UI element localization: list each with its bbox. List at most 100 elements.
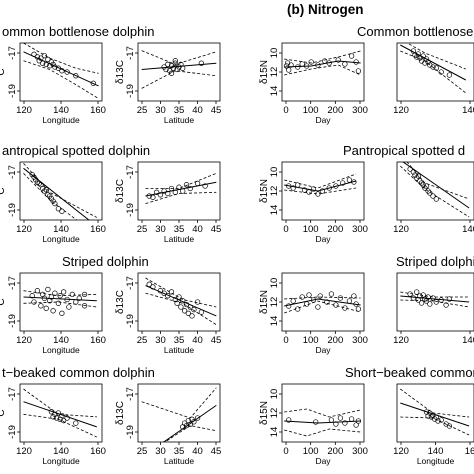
c-r0-b-xtick-label-3: 40	[192, 105, 203, 116]
c-r2-a-point-22	[81, 303, 88, 309]
c-r1-c-point-1	[290, 185, 296, 191]
c-r1-a-ytick-label-1: -19	[7, 203, 18, 217]
c-r3-a-point-8	[64, 415, 70, 421]
c-r2-b-point-15	[189, 313, 195, 319]
c-r0-c-point-15	[355, 68, 362, 74]
c-r0-c-ytick-label-0: 10	[269, 48, 280, 59]
c-r0-c-point-6	[304, 63, 310, 69]
c-r2-a-point-13	[57, 293, 63, 299]
c-r0-c-ci-lower	[284, 64, 361, 76]
c-r1-c-point-0	[286, 183, 292, 189]
c-r1-c-point-5	[310, 186, 317, 192]
c-r1-b-point-1	[150, 194, 156, 200]
c-r0-b-point-13	[198, 60, 205, 66]
c-r1-b-point-13	[202, 183, 208, 189]
c-r2-c: 0 100 200 300 Day 10 12 14 δ15N	[259, 272, 368, 355]
c-r0-d-point-11	[430, 64, 436, 70]
c-r1-c-point-10	[340, 180, 346, 186]
c-r0-d: 120 140	[393, 42, 474, 116]
c-r3-c-xtick-label-3: 300	[352, 446, 368, 457]
c-r0-b-xtick-label-2: 35	[174, 105, 185, 116]
c-r1-d-ci-lower	[400, 165, 470, 218]
row-title-left-3: t−beaked common dolphin	[2, 365, 155, 380]
c-r2-c-point-10	[328, 291, 335, 297]
c-r0-b-ylabel: δ13C	[115, 60, 126, 84]
c-r3-d-xlabel: Longitude	[417, 456, 455, 466]
c-r2-a-point-10	[50, 308, 56, 314]
c-r0-a-ci-lower	[23, 60, 99, 99]
c-r3-d-point-10	[446, 423, 453, 429]
c-r0-a-xtick-label-0: 120	[16, 105, 32, 116]
c-r3-b-ytick-label-0: -17	[125, 387, 136, 401]
c-r2-d-point-9	[425, 294, 431, 300]
c-r2-b-point-4	[165, 293, 171, 299]
c-r2-c-ylabel: δ15N	[259, 290, 270, 314]
c-r3-d-ci-lower	[400, 416, 470, 436]
c-r2-c-point-0	[286, 303, 292, 309]
row-title-left-1: antropical spotted dolphin	[2, 143, 150, 158]
c-r1-b-point-3	[157, 192, 164, 198]
c-r3-d-point-7	[435, 418, 441, 424]
c-r2-d-xtick-label-1: 140	[462, 335, 474, 346]
c-r2-a-point-11	[52, 290, 58, 296]
c-r1-c-ytick-label-1: 12	[269, 186, 280, 197]
c-r2-b-xtick-label-0: 25	[137, 335, 148, 346]
c-r0-c-point-7	[308, 59, 314, 65]
c-r2-d-point-11	[430, 295, 436, 301]
c-r3-c-ytick-label-2: 14	[269, 427, 280, 438]
c-r3-a-point-0	[48, 409, 55, 415]
c-r1-c-point-4	[306, 189, 312, 195]
charts-layer: 120140160Longitude-17-19C2530354045Latit…	[0, 42, 474, 466]
c-r2-b-point-18	[198, 309, 205, 315]
c-r1-c-point-2	[295, 182, 301, 188]
c-r0-d-point-8	[423, 56, 430, 62]
c-r3-c-ci-upper	[284, 408, 361, 418]
c-r0-c-xtick-label-3: 300	[352, 105, 368, 116]
c-r3-c-point-7	[353, 422, 359, 428]
c-r2-d-ci-lower	[400, 299, 470, 308]
c-r3-b-point-4	[187, 421, 193, 427]
c-r2-d-ci-upper	[400, 291, 470, 298]
c-r1-b-ci-upper	[145, 172, 217, 189]
c-r2-b-point-1	[150, 284, 156, 290]
c-r2-c-point-11	[333, 302, 339, 308]
c-r3-c-ytick-label-0: 10	[269, 389, 280, 400]
c-r2-b-xtick-label-2: 35	[174, 335, 185, 346]
c-r2-c-point-9	[324, 299, 330, 305]
c-r1-c-ci-lower	[284, 187, 357, 195]
c-r2-b-point-3	[161, 290, 167, 296]
c-r2-d-point-13	[438, 297, 444, 303]
c-r1-d: 120 140	[393, 161, 474, 235]
c-r0-c-point-4	[295, 64, 301, 70]
c-r3-a-ci-upper	[23, 388, 97, 418]
c-r2-b-ytick-label-1: -19	[125, 314, 136, 328]
row-title-left-2: Striped dolphin	[62, 254, 149, 269]
c-r0-b-point-10	[180, 65, 186, 71]
c-r3-d-point-1	[425, 413, 431, 419]
c-r3-d-frame	[396, 383, 474, 443]
c-r0-c-ytick-label-2: 14	[269, 86, 280, 97]
c-r2-a-point-1	[31, 299, 37, 305]
c-r1-b-point-12	[194, 180, 201, 187]
c-r2-d-point-5	[418, 300, 425, 306]
c-r2-a-ci-lower	[23, 301, 97, 308]
c-r1-a-point-13	[52, 200, 58, 207]
c-r2-a-xlabel: Longitude	[42, 345, 80, 355]
c-r1-c-plot-area	[284, 173, 357, 197]
c-r2-b-xtick-label-4: 45	[211, 335, 222, 346]
c-r2-b-point-7	[174, 300, 180, 306]
c-r2-a-point-0	[29, 293, 35, 299]
c-r1-c-xtick-label-0: 0	[283, 224, 288, 235]
c-r2-c-plot-area	[284, 291, 362, 314]
c-r1-c-ytick-label-2: 14	[269, 205, 280, 216]
c-r2-b-plot-area	[145, 277, 217, 326]
c-r0-c-point-13	[348, 53, 355, 59]
c-r1-d-point-7	[420, 182, 426, 188]
c-r2-a-ylabel: C	[0, 298, 7, 305]
c-r3-c-point-3	[333, 421, 339, 427]
panel-heading: (b) Nitrogen	[287, 2, 364, 17]
c-r3-c-ylabel: δ15N	[259, 401, 270, 425]
c-r0-c-point-9	[322, 58, 328, 64]
c-r2-b-point-9	[178, 304, 184, 310]
